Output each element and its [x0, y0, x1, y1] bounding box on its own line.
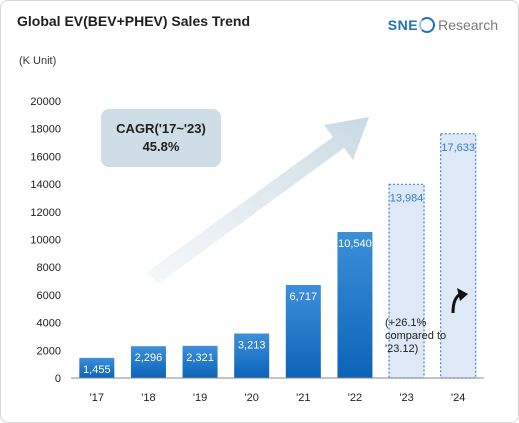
- y-tick-label: 14000: [30, 179, 61, 191]
- x-tick-label: '18: [141, 392, 155, 404]
- bar-value-label: 2,296: [135, 352, 163, 364]
- x-tick-label: '19: [193, 392, 207, 404]
- bar-value-label: 1,455: [83, 364, 111, 376]
- cagr-label: CAGR('17~'23): [116, 121, 206, 136]
- bar-value-label: 6,717: [290, 291, 318, 303]
- y-tick-label: 12000: [30, 207, 61, 219]
- bar: [130, 346, 166, 378]
- cagr-value: 45.8%: [142, 139, 180, 154]
- unit-label: (K Unit): [19, 55, 57, 67]
- y-tick-label: 6000: [37, 290, 61, 302]
- y-tick-label: 4000: [37, 318, 61, 330]
- trend-arrow-icon: [147, 117, 369, 284]
- y-tick-label: 0: [55, 373, 61, 385]
- curved-arrow-icon: [451, 288, 468, 314]
- y-tick-label: 10000: [30, 235, 61, 247]
- bar: [337, 232, 373, 378]
- logo-brand: SNE: [387, 17, 419, 33]
- chart-title: Global EV(BEV+PHEV) Sales Trend: [17, 13, 251, 29]
- bar: [285, 284, 321, 378]
- x-tick-label: '21: [296, 392, 310, 404]
- bar-value-label: 13,984: [390, 192, 424, 204]
- forecast-note: (+26.1% compared to '23.12): [385, 317, 447, 355]
- y-tick-label: 20000: [30, 96, 61, 108]
- logo-swoosh-icon: [419, 17, 436, 33]
- bar-value-label: 3,213: [238, 339, 266, 351]
- forecast-bar: [388, 183, 425, 379]
- logo-rest: Research: [438, 17, 498, 33]
- bar: [79, 357, 115, 378]
- bar: [182, 345, 218, 378]
- bar-value-label: 17,633: [441, 142, 475, 154]
- bar-value-label: 2,321: [186, 352, 214, 364]
- x-tick-label: '23: [399, 392, 413, 404]
- bar: [234, 333, 270, 378]
- y-tick-label: 18000: [30, 124, 61, 136]
- bar-value-label: 10,540: [338, 238, 372, 250]
- y-tick-label: 2000: [37, 345, 61, 357]
- y-tick-label: 16000: [30, 151, 61, 163]
- x-tick-label: '20: [245, 392, 259, 404]
- x-tick-label: '17: [90, 392, 104, 404]
- x-tick-label: '24: [451, 392, 465, 404]
- sne-research-logo: SNE Research: [388, 17, 498, 33]
- cagr-callout: CAGR('17~'23) 45.8%: [101, 109, 221, 167]
- y-tick-label: 8000: [37, 262, 61, 274]
- x-tick-label: '22: [348, 392, 362, 404]
